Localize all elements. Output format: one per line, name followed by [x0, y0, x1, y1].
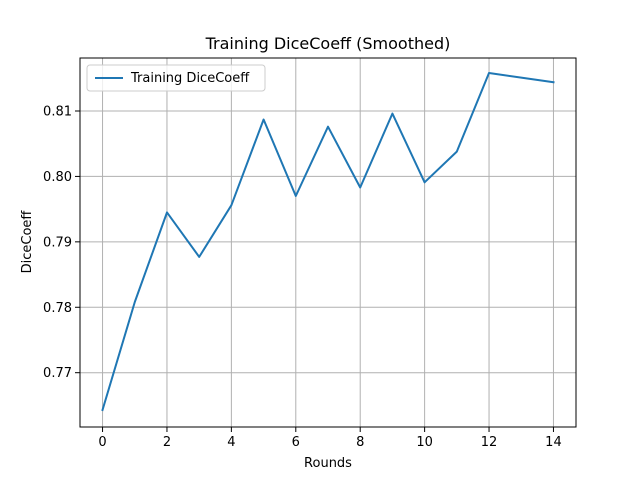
x-axis-label: Rounds — [304, 456, 352, 471]
y-tick-label: 0.80 — [43, 170, 72, 185]
x-tick-label: 2 — [163, 435, 171, 450]
x-axis: 0 2 4 6 8 10 12 14 — [98, 427, 562, 450]
x-tick-label: 8 — [356, 435, 364, 450]
y-axis: 0.77 0.78 0.79 0.80 0.81 — [43, 104, 80, 381]
grid-lines — [80, 58, 576, 427]
x-tick-label: 0 — [98, 435, 106, 450]
plot-frame — [79, 57, 577, 428]
plot-area — [80, 58, 576, 427]
legend-box — [86, 64, 266, 92]
x-tick-label: 6 — [292, 435, 300, 450]
x-tick-label: 4 — [227, 435, 235, 450]
legend: Training DiceCoeff — [86, 64, 266, 92]
y-tick-label: 0.78 — [43, 301, 72, 316]
y-tick-label: 0.79 — [43, 235, 72, 250]
legend-label: Training DiceCoeff — [130, 71, 250, 86]
x-tick-label: 10 — [416, 435, 433, 450]
x-tick-label: 12 — [481, 435, 498, 450]
y-axis-label: DiceCoeff — [20, 210, 35, 274]
y-tick-label: 0.77 — [43, 366, 72, 381]
chart-title: Training DiceCoeff (Smoothed) — [205, 34, 451, 53]
y-tick-label: 0.81 — [43, 104, 72, 119]
series-line — [101, 72, 555, 412]
x-tick-label: 14 — [545, 435, 562, 450]
series-layer — [101, 72, 555, 412]
